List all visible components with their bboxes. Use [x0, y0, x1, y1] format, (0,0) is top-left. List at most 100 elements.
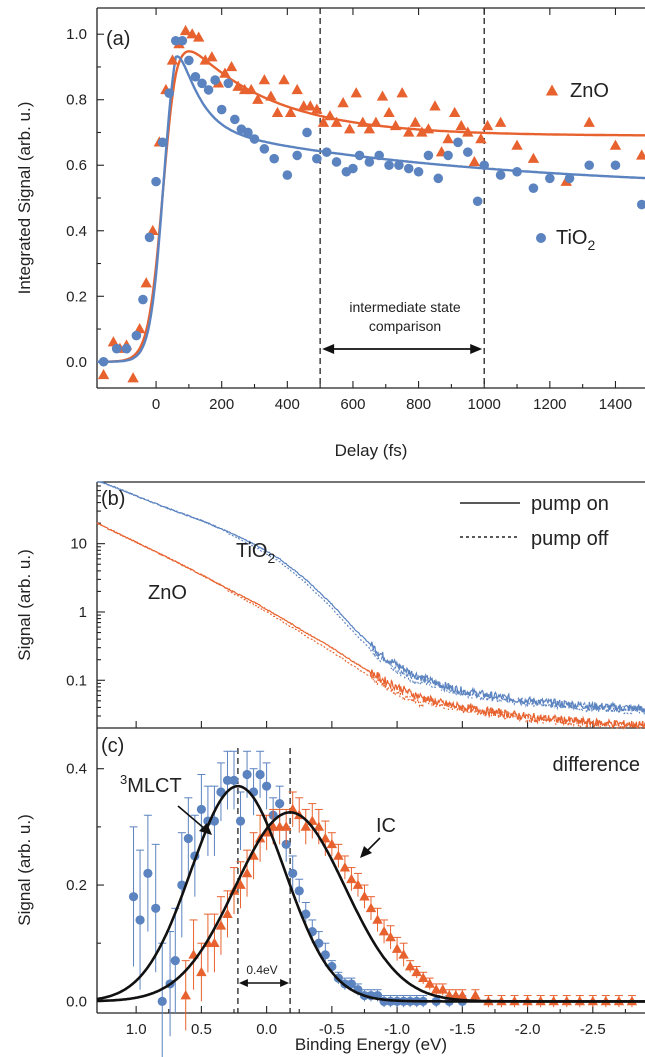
panel-c-point-zno: [378, 926, 390, 936]
gap-arrow-head-left: [238, 979, 248, 987]
panel-a-point-zno: [219, 67, 231, 78]
panel-b-line-tio2-off: [97, 481, 645, 716]
panel-a-point-zno: [494, 116, 507, 127]
panel-c-point-tio2: [346, 979, 357, 989]
legend-tio2-sub: 2: [587, 237, 595, 253]
panel-a-point-zno: [291, 83, 303, 95]
panel-a-point-zno: [383, 106, 395, 118]
panel-a-point-zno: [527, 152, 540, 163]
panel-b-y-label: Signal (arb. u.): [15, 549, 34, 661]
panel-c-point-tio2: [275, 799, 285, 809]
panel-a-point-tio2: [512, 166, 522, 177]
panel-a-point-zno: [133, 323, 146, 334]
panel-a-point-tio2: [282, 170, 293, 180]
panel-a-y-tick-label: 1.0: [66, 26, 87, 43]
panel-a-point-zno: [166, 54, 179, 65]
panel-a-point-zno: [311, 103, 323, 114]
panel-c-point-tio2: [157, 996, 167, 1006]
legend-pump-on-label: pump on: [531, 493, 609, 515]
panel-a-point-zno: [225, 60, 238, 72]
panel-a-point-zno: [278, 74, 290, 85]
panel-a-point-zno: [271, 106, 284, 118]
panel-a-point-tio2: [463, 147, 473, 157]
panel-a-point-tio2: [144, 232, 155, 243]
panel-b-y-tick-label: 0.1: [66, 672, 87, 689]
panel-b: 0.1 1 10 (b) Signal (arb. u.) pump on pump…: [15, 481, 645, 730]
panel-a-x-tick-label: 600: [340, 396, 365, 413]
panel-c-x-tick-label: 1.0: [126, 1021, 147, 1038]
panel-a-y-label: Integrated Signal (arb. u.): [15, 102, 34, 295]
gap-arrow-head-right: [280, 979, 290, 987]
panel-a-point-tio2: [216, 104, 227, 115]
panel-c-point-zno: [385, 931, 396, 942]
panel-a-point-zno: [475, 133, 487, 144]
panel-a-point-zno: [409, 116, 421, 127]
panel-c-point-zno: [300, 821, 311, 831]
panel-c-point-tio2: [183, 833, 193, 844]
panel-c-point-tio2: [143, 868, 153, 879]
panel-c-point-tio2: [135, 915, 145, 925]
panel-a-x-tick-label: 0: [152, 396, 160, 413]
panel-a-point-tio2: [423, 150, 434, 161]
panel-a-y-tick-label: 0.0: [66, 354, 87, 371]
panel-a-point-zno: [140, 277, 152, 288]
panel-c-point-zno: [339, 862, 351, 872]
panel-c-x-tick-label: -2.0: [515, 1021, 541, 1038]
panel-a-point-tio2: [249, 134, 260, 144]
panel-a-point-zno: [455, 119, 467, 131]
panel-a-point-tio2: [243, 127, 253, 138]
panel-a-x-label: Delay (fs): [335, 441, 408, 460]
panel-c-point-zno: [215, 920, 227, 930]
panel-c-point-tio2: [216, 787, 226, 797]
panel-a-point-zno: [396, 87, 408, 98]
panel-a-point-tio2: [170, 35, 181, 46]
panel-a-point-tio2: [138, 294, 148, 305]
panel-a-x-tick-label: 1400: [599, 396, 632, 413]
panel-c-point-tio2: [320, 950, 330, 960]
panel-a-x-tick-label: 1200: [533, 396, 566, 413]
panel-a-point-zno: [442, 133, 454, 144]
legend-pump-off-label: pump off: [531, 528, 609, 550]
panel-b-y-tick-label: 10: [70, 536, 87, 553]
mlct-label-main: MLCT: [127, 775, 181, 797]
mlct-arrow-head: [199, 823, 212, 835]
panel-c-point-zno: [437, 984, 448, 994]
panel-a-point-zno: [179, 24, 192, 36]
panel-a-point-zno: [370, 116, 382, 127]
panel-b-line-tio2-on: [97, 481, 645, 714]
panel-a-point-tio2: [374, 150, 385, 161]
panel-a-point-tio2: [331, 157, 342, 167]
panel-b-line-zno-off: [96, 522, 645, 730]
panel-a-point-tio2: [184, 55, 194, 66]
panel-a-y-tick-label: 0.8: [66, 92, 87, 109]
panel-a-point-zno: [337, 97, 349, 108]
panel-c-y-label: Signal (arb. u.): [15, 814, 34, 926]
panel-c-x-tick-label: 0.0: [256, 1021, 277, 1038]
panel-c-point-zno: [391, 943, 403, 953]
panel-a-point-tio2: [610, 160, 621, 171]
panel-a-point-tio2: [413, 166, 424, 177]
panel-a-point-tio2: [111, 343, 122, 354]
annotation-line1: intermediate state: [349, 299, 460, 315]
panel-a-point-zno: [330, 116, 343, 127]
panel-a-point-zno: [357, 116, 369, 127]
panel-a-x-tick-label: 200: [209, 396, 234, 413]
panel-a-point-zno: [265, 90, 277, 101]
panel-a-point-tio2: [394, 160, 404, 171]
panel-a-point-zno: [186, 28, 198, 39]
panel-a-point-zno: [583, 116, 595, 127]
panel-c-point-tio2: [262, 781, 272, 791]
panel-c-point-tio2: [301, 909, 311, 919]
panel-b-tio2-sub: 2: [267, 550, 275, 566]
panel-a-y-tick-label: 0.4: [66, 223, 87, 240]
panel-a-point-zno: [206, 51, 218, 62]
panel-a-point-tio2: [98, 356, 109, 367]
panel-a-point-zno: [107, 336, 120, 347]
panel-a-fit-tio2: [97, 55, 645, 363]
legend-zno-label: ZnO: [570, 80, 609, 102]
panel-c-point-zno: [222, 908, 233, 918]
panel-c-point-zno: [280, 821, 292, 831]
ic-arrow-shaft: [365, 837, 381, 853]
panel-a-point-zno: [462, 126, 474, 137]
panel-a-point-zno: [422, 123, 435, 134]
